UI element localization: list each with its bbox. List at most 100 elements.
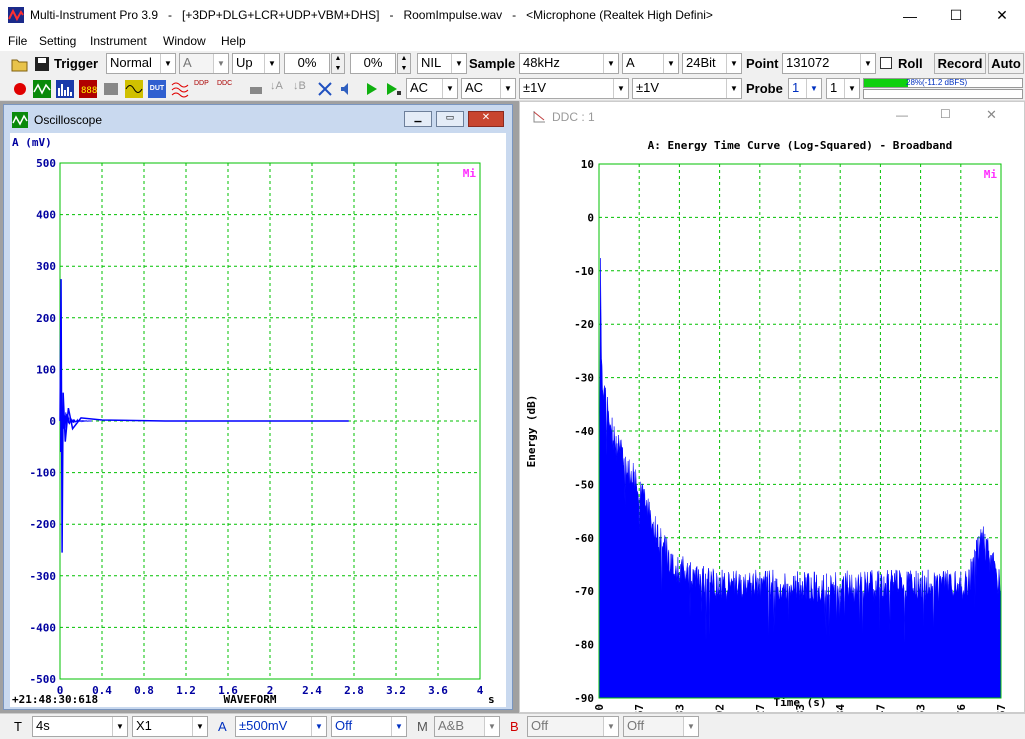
roll-checkbox[interactable] [880,57,892,69]
coupling-b-select[interactable]: AC ▼ [461,78,516,99]
input-level-meter: 28%(-11.2 dBFS) [863,78,1023,88]
channel-b-offset-select[interactable]: Off ▼ [623,716,699,737]
menu-window[interactable]: Window [163,34,206,48]
trigger-delay-spinner[interactable]: ▲ ▼ [397,53,411,74]
plot-frame [598,163,1002,699]
sample-rate-select[interactable]: 48kHz ▼ [519,53,619,74]
trigger-level-spinner[interactable]: ▲ ▼ [331,53,345,74]
ddc-chart: A: Energy Time Curve (Log-Squared) - Bro… [525,139,1008,739]
y-tick-label: -30 [574,372,594,385]
window-title: Multi-Instrument Pro 3.9 - [+3DP+DLG+LCR… [30,8,713,22]
play-icon[interactable] [362,80,380,98]
bit-depth-select[interactable]: 24Bit ▼ [682,53,742,74]
child-maximize-button[interactable]: ☐ [940,107,951,121]
trigger-delay-input[interactable]: 0% [350,53,396,74]
channel-b-range-select[interactable]: Off ▼ [527,716,619,737]
y-tick-label: 500 [36,157,56,170]
chevron-down-icon: ▼ [860,54,875,73]
record-button[interactable]: Record [934,53,986,74]
y-tick-label: -80 [574,639,594,652]
generator-icon[interactable] [102,80,120,98]
x-tick-label: 3.2 [386,684,406,697]
child-minimize-button[interactable]: ▁ [404,111,432,127]
toolbar-instruments: 888 DUT DDP DDC ↓A ↓B AC ▼ AC ▼ ±1V ▼ ±1V ▼ … [0,76,1025,101]
menu-instrument[interactable]: Instrument [90,34,147,48]
y-tick-label: -40 [574,425,594,438]
ddc-plot-area[interactable]: A: Energy Time Curve (Log-Squared) - Bro… [520,130,1024,739]
y-tick-label: -300 [30,570,57,583]
y-axis-label: Energy (dB) [525,395,538,468]
child-close-button[interactable]: ✕ [468,111,504,127]
chevron-down-icon: ▼ [192,717,207,736]
close-button[interactable]: ✕ [996,7,1008,23]
math-mode-select[interactable]: A&B ▼ [434,716,500,737]
child-minimize-button[interactable]: — [896,108,908,122]
x-tick-label: 2.18453 [915,704,928,712]
print-icon[interactable] [247,80,265,98]
probe-b-select[interactable]: 1 ▼ [826,78,860,99]
chevron-down-icon: ▼ [806,79,821,98]
oscilloscope-plot-area[interactable]: 0 0.4 0.8 1.2 1.6 2 2.4 2.8 3.2 3.6 4 500 400 300 200 1… [10,133,506,707]
chevron-down-icon: ▼ [112,717,127,736]
x-tick-label: 2.4576 [955,704,968,712]
maximize-button[interactable]: ☐ [949,7,963,23]
range-a-select[interactable]: ±1V ▼ [519,78,629,99]
input-level-meter-b [863,89,1023,99]
chevron-down-icon: ▼ [683,717,698,736]
trigger-channel-select[interactable]: A ▼ [179,53,229,74]
timebase-select[interactable]: 4s ▼ [32,716,128,737]
trigger-edge-select[interactable]: Up ▼ [232,53,280,74]
zoom-multiplier-select[interactable]: X1 ▼ [132,716,208,737]
probe-a-select[interactable]: 1 ▼ [788,78,822,99]
toolbar-main: Trigger Normal ▼ A ▼ Up ▼ 0% ▲ ▼ 0% ▲ ▼ NIL ▼ … [0,51,1025,76]
ddc-title: DDC : 1 [552,110,595,124]
oscilloscope-title: Oscilloscope [34,113,103,127]
menu-setting[interactable]: Setting [39,34,77,48]
cursor-a-icon[interactable]: ↓A [270,80,283,92]
oscilloscope-icon[interactable] [33,80,51,98]
ddc-icon[interactable]: DDC [217,80,233,87]
spectrum-analyzer-icon[interactable] [56,80,74,98]
trigger-level-input[interactable]: 0% [284,53,330,74]
ddp-icon[interactable]: DDP [194,80,209,87]
speaker-icon[interactable] [338,80,356,98]
point-count-select[interactable]: 131072 ▼ [782,53,876,74]
open-folder-icon[interactable] [11,55,29,73]
dut-icon[interactable]: DUT [148,80,166,98]
probe-label: Probe [746,81,783,96]
x-tick-label: 1.2 [176,684,196,697]
minimize-button[interactable]: — [903,7,917,24]
nil-select[interactable]: NIL ▼ [417,53,467,74]
x-tick-label: 0 [593,704,606,711]
menu-help[interactable]: Help [221,34,246,48]
multimeter-icon[interactable]: 888 [79,80,97,98]
y-tick-label: 200 [36,312,56,325]
child-restore-button[interactable]: ▭ [436,111,464,127]
y-tick-label: 10 [581,158,594,171]
auto-button[interactable]: Auto [988,53,1024,74]
menu-file[interactable]: File [8,34,28,48]
record-dot-icon[interactable] [11,80,29,98]
chevron-down-icon: ▼ [613,79,628,98]
save-icon[interactable] [33,55,51,73]
coupling-a-select[interactable]: AC ▼ [406,78,458,99]
channel-select[interactable]: A ▼ [622,53,679,74]
roll-label: Roll [898,56,923,71]
child-close-button[interactable]: ✕ [986,107,997,122]
menu-bar: File Setting Instrument Window Help [0,31,1025,51]
range-b-select[interactable]: ±1V ▼ [632,78,742,99]
trigger-label: Trigger [54,56,99,71]
channel-a-range-select[interactable]: ±500mV ▼ [235,716,327,737]
cursor-b-icon[interactable]: ↓B [293,80,306,92]
channel-a-offset-select[interactable]: Off ▼ [331,716,407,737]
waveform-generator-icon[interactable] [125,80,143,98]
trigger-mode-select[interactable]: Normal ▼ [106,53,176,74]
chevron-down-icon: ▼ [663,54,678,73]
y-tick-label: -100 [30,467,57,480]
watermark-logo: Mi [463,167,477,180]
calibrate-icon[interactable] [316,80,334,98]
y-tick-label: 300 [36,260,56,273]
x-tick-label: 2.8 [344,684,364,697]
play-once-icon[interactable] [384,80,402,98]
sweep-icon[interactable] [171,80,189,98]
